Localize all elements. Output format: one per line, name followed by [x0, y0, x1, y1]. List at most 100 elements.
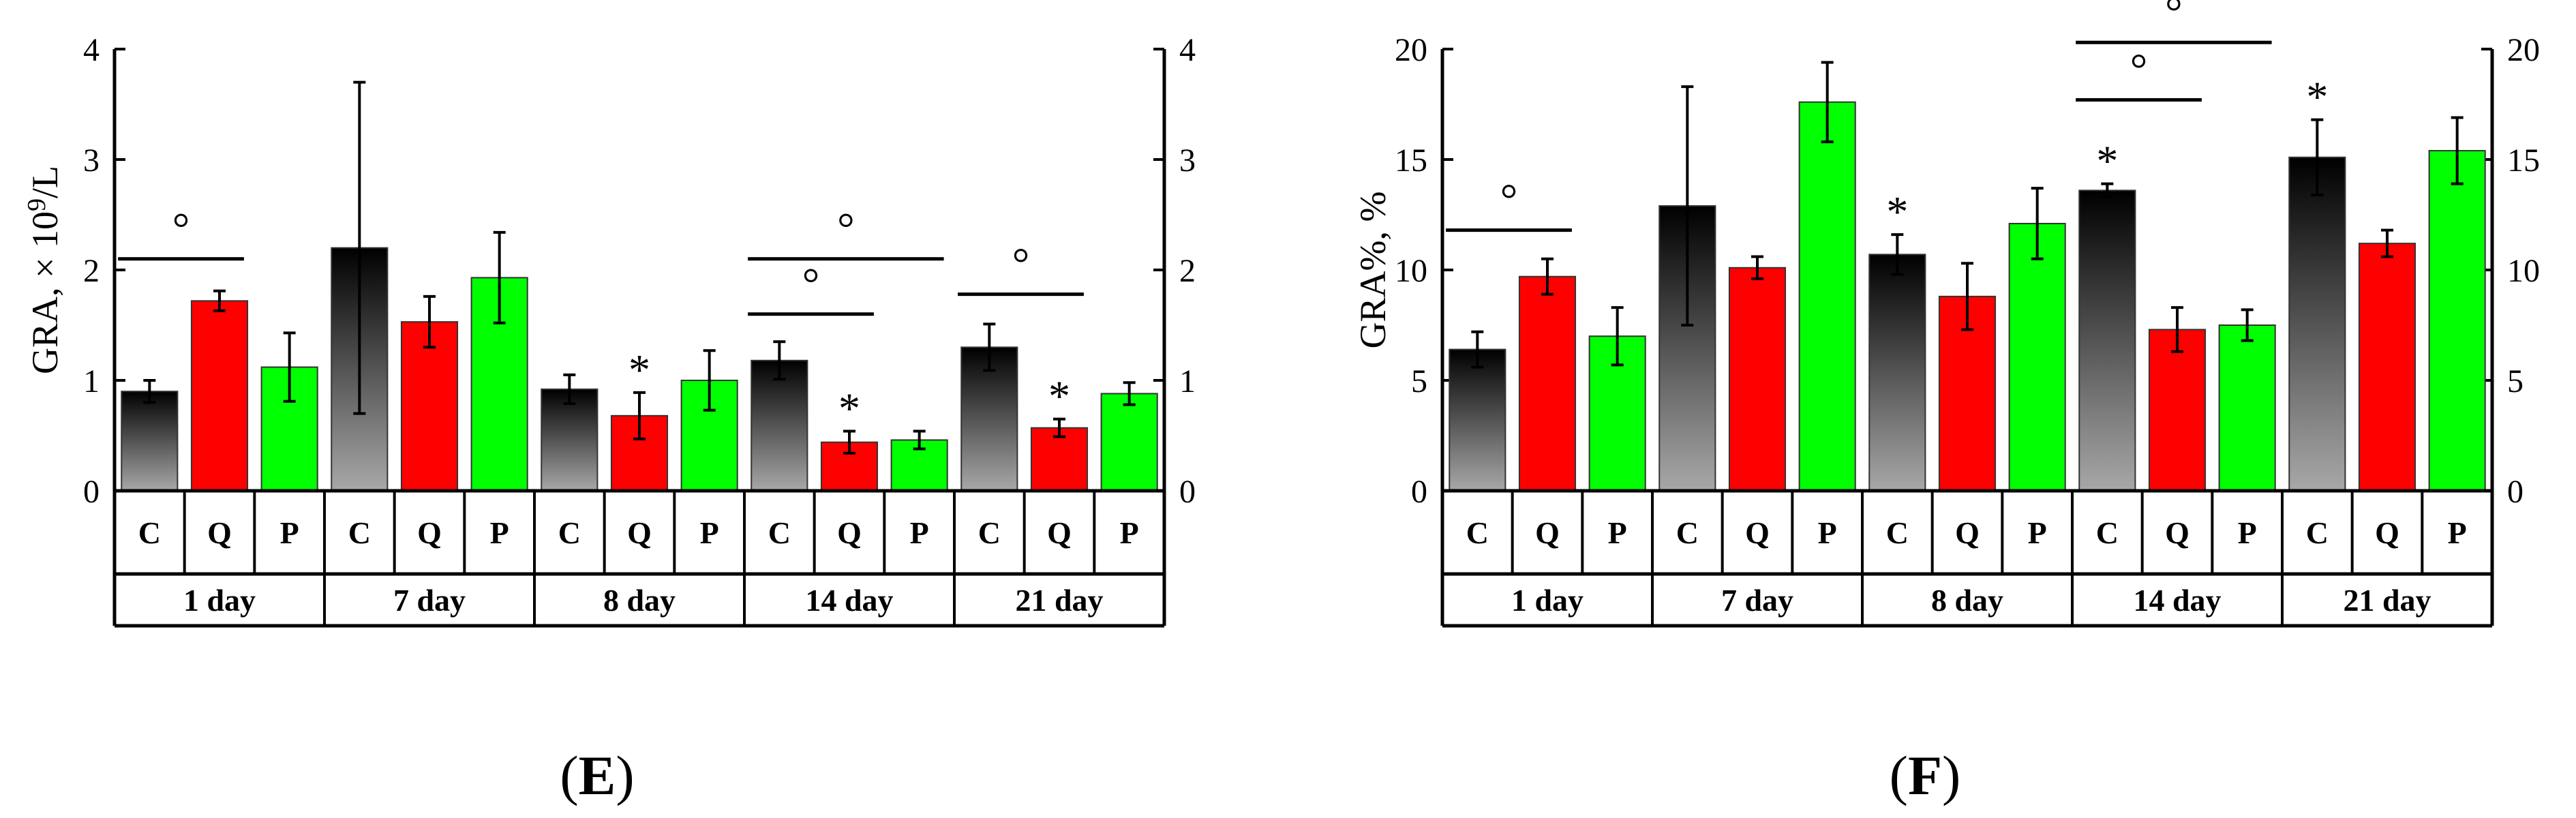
significance-star: *: [1048, 372, 1070, 421]
significance-marker: °: [172, 204, 190, 252]
x-category-label: C: [1886, 515, 1909, 550]
x-category-label: Q: [2375, 515, 2399, 550]
x-category-label: Q: [1535, 515, 1560, 550]
significance-star: *: [838, 384, 860, 433]
bar-q-4: [2148, 329, 2207, 492]
error-bar: [1611, 306, 1624, 367]
y-tick-label-left: 0: [1411, 474, 1427, 510]
significance-star: *: [2306, 73, 2328, 121]
significance-marker: °: [1012, 239, 1030, 288]
x-category-label: C: [2096, 515, 2119, 550]
panel-label-letter: E: [579, 744, 616, 806]
x-category-label: P: [490, 515, 509, 550]
x-category-label: C: [2306, 515, 2329, 550]
error-bar: [703, 349, 716, 412]
error-bar: [1891, 233, 1904, 276]
error-bar: [2451, 116, 2464, 185]
significance-marker: °: [802, 259, 820, 307]
significance-star: *: [1886, 187, 1908, 236]
x-category-label: P: [2028, 515, 2047, 550]
error-bar: [843, 429, 855, 455]
x-category-label: C: [1466, 515, 1489, 550]
y-axis-label-text: GRA, × 10: [25, 211, 65, 374]
x-group-label: 1 day: [1511, 583, 1584, 618]
y-tick-label-left: 4: [83, 32, 100, 68]
x-category-label: Q: [417, 515, 442, 550]
y-tick-label-right: 4: [1179, 32, 1196, 68]
error-bar: [1821, 61, 1834, 144]
error-bar: [213, 289, 226, 312]
error-bar: [1681, 85, 1694, 327]
y-tick-label-right: 15: [2507, 142, 2540, 179]
x-group-label: 8 day: [603, 583, 676, 618]
error-bar: [283, 331, 296, 403]
y-axis-label-exponent: 9: [22, 198, 51, 211]
bar-p-3: [2008, 222, 2066, 491]
x-group-label: 8 day: [1931, 583, 2003, 618]
x-category-label: P: [1608, 515, 1627, 550]
x-group-label: 14 day: [805, 583, 893, 618]
x-group-label: 21 day: [2343, 583, 2431, 618]
x-category-label: P: [280, 515, 299, 550]
error-bar: [2031, 187, 2044, 260]
y-tick-label-left: 15: [1395, 142, 1427, 179]
error-bar: [1471, 330, 1484, 369]
error-bar: [1541, 257, 1554, 296]
significance-star: *: [2096, 137, 2118, 185]
x-category-label: Q: [1047, 515, 1072, 550]
error-bar: [2171, 306, 2183, 353]
error-bar: [2311, 118, 2324, 196]
x-category-label: C: [558, 515, 581, 550]
error-bar: [2241, 308, 2254, 342]
x-category-label: Q: [2165, 515, 2189, 550]
bar-c-3: [541, 388, 598, 492]
error-bar: [633, 391, 646, 440]
bar-c-1: [1449, 348, 1506, 492]
significance-star: *: [628, 346, 650, 394]
x-category-label: P: [2238, 515, 2257, 550]
error-bar: [563, 373, 576, 406]
x-category-label: C: [348, 515, 371, 550]
y-tick-label-left: 10: [1395, 253, 1427, 289]
bar-q-5: [2358, 243, 2416, 491]
x-category-label: C: [138, 515, 161, 550]
bar-q-2: [400, 321, 459, 492]
error-bar: [143, 379, 156, 404]
error-bar: [423, 294, 436, 349]
error-bar: [1961, 262, 1973, 331]
y-axis-label: GRA%, %: [1352, 192, 1393, 349]
x-category-label: Q: [1955, 515, 1980, 550]
y-tick-label-left: 2: [83, 253, 100, 289]
x-category-label: C: [978, 515, 1001, 550]
error-bar: [913, 429, 926, 451]
x-group-label: 1 day: [183, 583, 256, 618]
x-category-label: P: [700, 515, 719, 550]
significance-marker: °: [2130, 45, 2148, 93]
y-tick-label-right: 0: [2507, 474, 2524, 510]
bar-p-5: [2428, 150, 2486, 491]
x-category-label: C: [1676, 515, 1699, 550]
panel-label: (E): [560, 744, 634, 806]
y-tick-label-right: 20: [2507, 32, 2540, 68]
bar-c-5: [2288, 156, 2346, 491]
error-bar: [2381, 228, 2393, 258]
x-category-label: P: [2448, 515, 2467, 550]
x-group-label: 21 day: [1015, 583, 1103, 618]
y-tick-label-left: 1: [83, 363, 100, 399]
y-tick-label-left: 20: [1395, 32, 1427, 68]
bar-q-1: [190, 300, 249, 491]
significance-marker: °: [837, 204, 855, 252]
panel-label-open: (: [560, 744, 578, 806]
x-group-label: 14 day: [2133, 583, 2221, 618]
y-tick-label-right: 5: [2507, 363, 2524, 399]
y-tick-label-left: 3: [83, 142, 100, 179]
bar-p-4: [2218, 324, 2276, 491]
bar-q-2: [1728, 267, 1787, 491]
x-category-label: Q: [1745, 515, 1770, 550]
y-tick-label-right: 2: [1179, 253, 1196, 289]
x-group-label: 7 day: [1721, 583, 1793, 618]
panel-label-close: ): [1942, 744, 1960, 806]
bar-c-1: [121, 391, 179, 492]
x-category-label: C: [768, 515, 791, 550]
